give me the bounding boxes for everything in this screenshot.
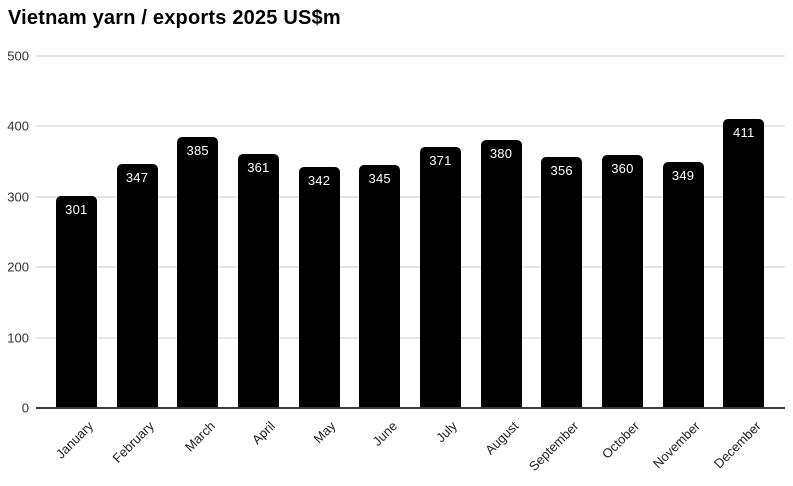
x-tick-slot-july: July [410,408,471,482]
y-tick-label-500: 500 [7,48,29,64]
bar-value-label: 349 [671,168,695,184]
gridline-100 [36,336,785,339]
bar-slot-march: 385 [167,56,228,408]
x-tick-label-september: September [526,418,582,474]
bar-march: 385 [177,136,219,408]
x-tick-slot-may: May [289,408,350,482]
x-tick-slot-june: June [349,408,410,482]
bar-value-label: 347 [125,169,149,185]
bar-value-label: 356 [550,163,573,179]
x-tick-label-august: August [481,418,521,458]
gridline-300 [36,195,785,198]
x-tick-slot-august: August [471,408,532,482]
x-tick-slot-february: February [107,408,168,482]
bar-january: 301 [55,196,97,408]
bar-value-label: 360 [611,160,634,176]
x-tick-label-july: July [433,418,461,446]
bar-value-label: 361 [247,159,270,175]
bar-july: 371 [419,146,461,408]
bar-value-label: 342 [307,173,331,189]
bar-slot-november: 349 [653,56,714,408]
x-tick-label-december: December [710,418,764,472]
x-tick-label-january: January [52,418,97,462]
bar-slot-september: 356 [531,56,592,408]
x-tick-slot-january: January [46,408,107,482]
x-tick-slot-december: December [710,408,774,482]
y-tick-label-200: 200 [7,259,29,275]
bar-august: 380 [480,140,522,408]
x-tick-slot-april: April [228,408,289,482]
x-axis-line [36,407,785,409]
gridline-400 [36,125,785,128]
bar-slot-april: 361 [228,56,289,408]
chart-title: Vietnam yarn / exports 2025 US$m [8,7,341,29]
x-tick-label-june: June [369,418,400,449]
gridline-200 [36,266,785,269]
bar-slot-february: 347 [107,56,168,408]
x-axis-labels: January February March April May June July Augu… [46,408,774,482]
bar-value-label: 345 [368,171,391,187]
bar-value-label: 385 [186,142,209,158]
bar-slot-october: 360 [592,56,653,408]
bar-slot-july: 371 [410,56,471,408]
bar-june: 345 [359,165,401,408]
bar-november: 349 [662,162,704,408]
bar-december: 411 [723,118,765,408]
x-tick-slot-october: October [592,408,653,482]
plot-area: 0 100 200 300 400 500 301 347 385 361 342 345 371 38… [7,50,785,474]
x-tick-slot-september: September [526,408,592,482]
bar-slot-january: 301 [46,56,107,408]
y-tick-label-300: 300 [7,189,29,205]
bar-february: 347 [116,163,158,408]
bar-october: 360 [601,154,643,408]
x-tick-label-march: March [181,418,218,455]
bar-slot-june: 345 [349,56,410,408]
bar-september: 356 [541,157,583,408]
bar-value-label: 411 [733,124,755,140]
y-tick-label-100: 100 [7,330,29,346]
y-tick-label-400: 400 [7,118,29,134]
x-tick-label-february: February [109,418,157,466]
bar-series: 301 347 385 361 342 345 371 380 356 360 349 411 [46,56,774,408]
x-tick-label-november: November [649,418,703,472]
x-tick-slot-march: March [167,408,228,482]
x-tick-slot-november: November [649,408,714,482]
x-tick-label-may: May [310,418,339,447]
bar-value-label: 301 [65,202,88,218]
x-tick-label-april: April [249,418,279,448]
bar-may: 342 [298,167,340,408]
gridline-500 [36,55,785,57]
bar-slot-december: 411 [713,56,774,408]
x-tick-label-october: October [598,418,643,462]
bar-value-label: 380 [489,146,513,162]
bar-slot-may: 342 [289,56,350,408]
bar-slot-august: 380 [471,56,532,408]
bar-april: 361 [237,153,279,408]
bar-value-label: 371 [429,152,452,168]
y-tick-label-0: 0 [21,400,29,416]
